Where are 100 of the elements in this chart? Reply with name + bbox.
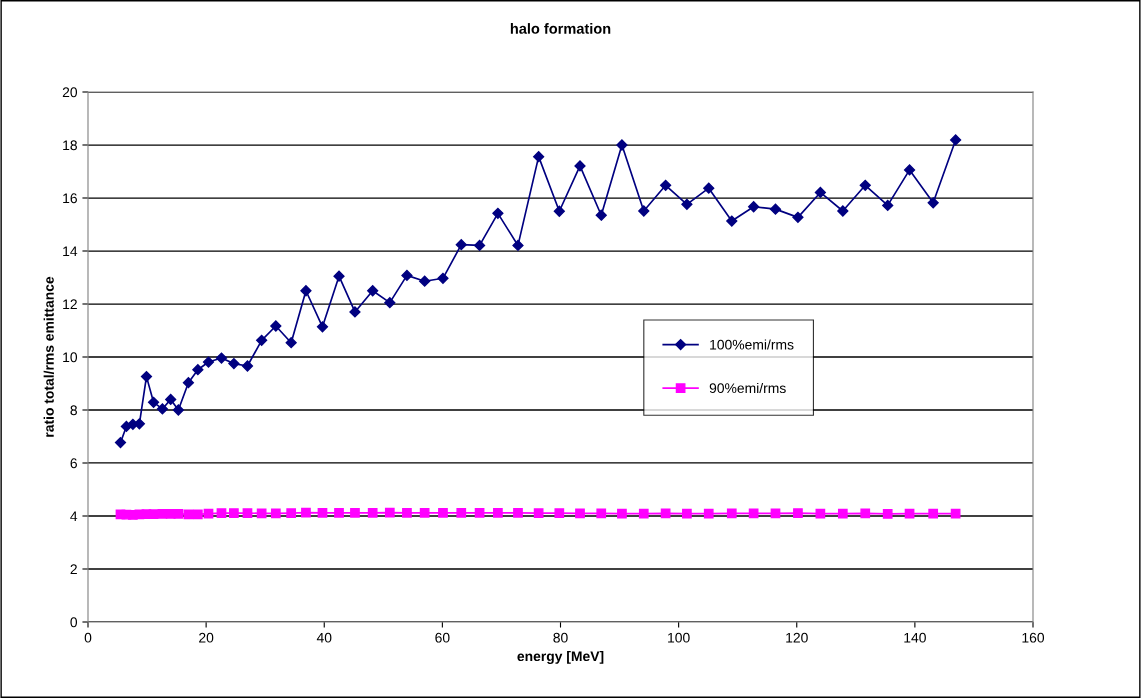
y-tick-label: 20 bbox=[62, 87, 78, 98]
point bbox=[419, 507, 430, 518]
x-tick-label: 140 bbox=[904, 632, 926, 643]
point bbox=[192, 364, 204, 376]
point bbox=[456, 507, 467, 518]
point bbox=[928, 508, 939, 519]
point bbox=[492, 207, 504, 219]
y-tick-label: 18 bbox=[63, 140, 77, 151]
point bbox=[927, 197, 939, 209]
point bbox=[950, 134, 962, 146]
point bbox=[401, 269, 413, 281]
point bbox=[638, 508, 649, 519]
y-tick-label: 2 bbox=[70, 564, 77, 575]
point bbox=[792, 211, 804, 223]
point bbox=[770, 508, 781, 519]
point bbox=[860, 508, 871, 519]
point bbox=[229, 508, 239, 518]
point bbox=[682, 508, 692, 519]
point bbox=[256, 508, 267, 519]
point bbox=[793, 508, 803, 518]
y-tick-label: 8 bbox=[70, 405, 77, 416]
point bbox=[350, 507, 360, 518]
point bbox=[270, 508, 281, 519]
y-tick-label: 12 bbox=[63, 299, 77, 310]
point bbox=[596, 508, 607, 519]
point bbox=[512, 239, 524, 252]
point bbox=[533, 151, 545, 163]
point bbox=[317, 507, 328, 518]
point bbox=[285, 337, 297, 349]
point bbox=[726, 215, 738, 227]
point bbox=[726, 508, 737, 519]
point bbox=[513, 507, 523, 518]
point bbox=[660, 179, 672, 191]
chart-title: halo formation bbox=[510, 23, 611, 34]
point bbox=[617, 508, 627, 519]
point bbox=[241, 360, 254, 372]
y-tick-label: 14 bbox=[63, 246, 78, 257]
point bbox=[316, 321, 329, 333]
point bbox=[554, 508, 565, 518]
point bbox=[182, 377, 195, 389]
point bbox=[165, 393, 177, 406]
point bbox=[814, 186, 826, 199]
point bbox=[595, 209, 607, 221]
point bbox=[660, 508, 671, 519]
point bbox=[333, 270, 345, 282]
point bbox=[384, 297, 396, 309]
point bbox=[438, 507, 448, 518]
point bbox=[402, 507, 412, 518]
point bbox=[301, 507, 311, 518]
point bbox=[638, 205, 650, 217]
point bbox=[553, 205, 565, 217]
point bbox=[748, 508, 759, 519]
point bbox=[216, 508, 227, 518]
y-tick-label: 16 bbox=[63, 193, 77, 204]
point bbox=[215, 352, 228, 364]
point bbox=[575, 508, 585, 519]
point bbox=[242, 508, 253, 518]
point bbox=[473, 239, 486, 252]
point bbox=[286, 508, 297, 518]
point bbox=[533, 508, 544, 518]
x-tick-label: 20 bbox=[199, 632, 214, 643]
point bbox=[192, 509, 203, 520]
point bbox=[703, 182, 715, 194]
legend-label: 90%emi/rms bbox=[709, 382, 786, 394]
legend-label: 100%emi/rms bbox=[710, 339, 794, 350]
point bbox=[384, 507, 395, 518]
point bbox=[903, 164, 916, 176]
y-tick-label: 6 bbox=[70, 458, 77, 469]
x-tick-label: 100 bbox=[668, 632, 690, 643]
y-tick-label: 0 bbox=[70, 617, 78, 628]
point bbox=[256, 334, 268, 346]
point bbox=[140, 371, 153, 383]
point bbox=[748, 201, 760, 213]
point bbox=[156, 403, 169, 415]
point bbox=[882, 199, 894, 212]
point bbox=[228, 358, 240, 370]
y-axis-title: ratio total/rms emittance bbox=[43, 276, 54, 437]
y-tick-label: 10 bbox=[63, 352, 78, 363]
x-tick-label: 60 bbox=[435, 632, 450, 643]
point bbox=[437, 272, 449, 284]
point bbox=[300, 285, 312, 297]
point bbox=[334, 507, 344, 518]
point bbox=[474, 507, 485, 518]
point bbox=[859, 179, 871, 191]
x-axis-title: energy [MeV] bbox=[517, 650, 604, 664]
x-tick-label: 80 bbox=[553, 632, 568, 643]
point bbox=[114, 436, 127, 449]
point bbox=[769, 203, 782, 215]
point bbox=[493, 507, 503, 518]
point bbox=[455, 239, 467, 251]
x-tick-label: 120 bbox=[786, 632, 808, 643]
point bbox=[367, 285, 379, 297]
x-tick-label: 40 bbox=[316, 632, 332, 643]
point bbox=[837, 205, 849, 217]
point bbox=[148, 509, 159, 520]
point bbox=[173, 509, 184, 519]
point bbox=[419, 275, 431, 287]
point bbox=[681, 198, 693, 210]
point bbox=[172, 404, 184, 416]
point bbox=[147, 396, 160, 408]
